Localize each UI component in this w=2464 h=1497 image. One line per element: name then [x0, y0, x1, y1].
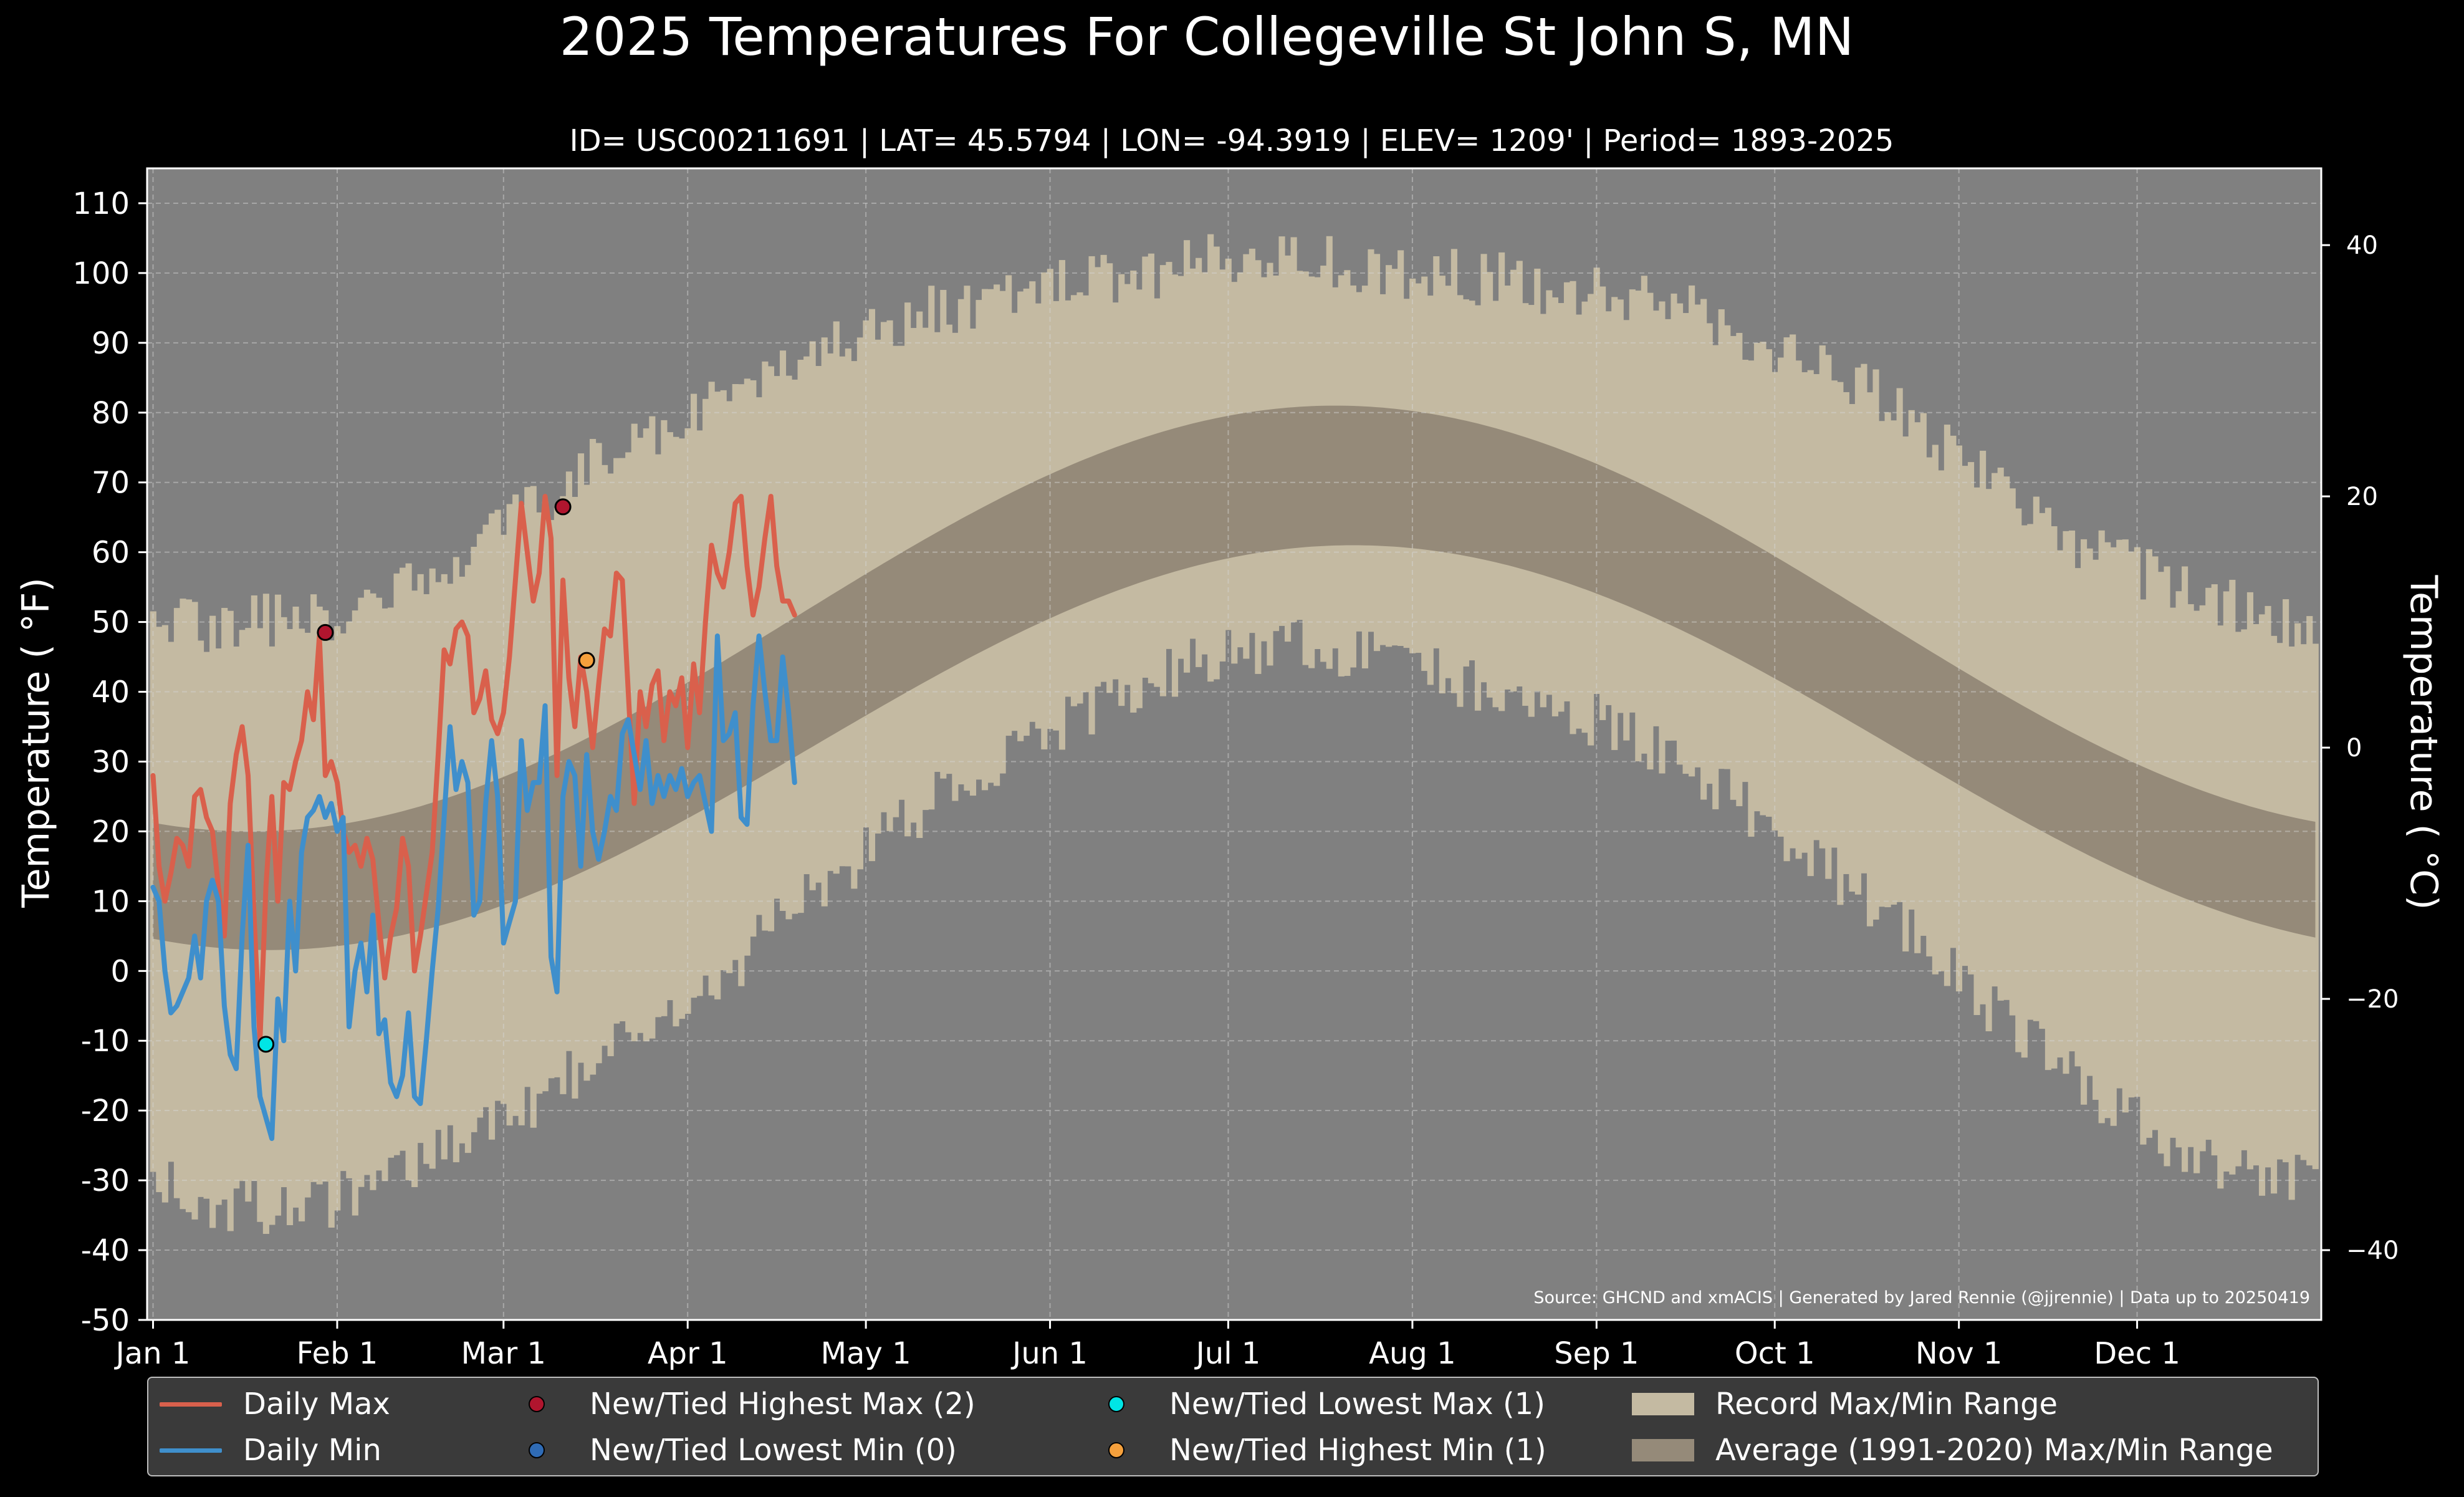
legend-label: New/Tied Highest Max (2)	[590, 1387, 976, 1422]
record-marker-point	[317, 623, 334, 641]
legend-item: Average (1991-2020) Max/Min Range	[1632, 1432, 2273, 1469]
x-tick-label: Oct 1	[1735, 1336, 1815, 1371]
y-tick-label: 20	[92, 814, 130, 849]
legend-label: New/Tied Lowest Min (0)	[590, 1433, 957, 1468]
legend-item: New/Tied Lowest Min (0)	[504, 1432, 957, 1469]
legend-item: New/Tied Highest Min (1)	[1083, 1432, 1546, 1469]
x-tick-label: Aug 1	[1369, 1336, 1456, 1371]
x-tick-label: Apr 1	[648, 1336, 728, 1371]
y-tick-label: -20	[81, 1094, 130, 1129]
y-tick-label: 10	[92, 884, 130, 919]
x-tick-label: Jan 1	[114, 1336, 191, 1371]
x-tick-labels: Jan 1 Feb 1 Mar 1 Apr 1 May 1 Jun 1 Jul 1 Aug 1…	[114, 1320, 2180, 1371]
record-marker-point	[578, 652, 595, 669]
y-tick-label: -10	[81, 1024, 130, 1059]
plot-frame	[146, 167, 2323, 1321]
y-tick-label: 70	[92, 466, 130, 501]
legend-item: New/Tied Highest Max (2)	[504, 1385, 976, 1423]
chart-legend: Daily Max Daily Min New/Tied Highest Max (…	[147, 1377, 2319, 1476]
chart-subtitle: ID= USC00211691 | LAT= 45.5794 | LON= -9…	[570, 123, 1894, 158]
legend-label: New/Tied Lowest Max (1)	[1169, 1387, 1545, 1422]
y2-tick-label: 40	[2346, 231, 2378, 260]
legend-key-dot	[1108, 1396, 1124, 1412]
legend-item: Record Max/Min Range	[1632, 1385, 2058, 1423]
y-tick-label: 30	[92, 744, 130, 779]
y-tick-label: 0	[110, 954, 130, 989]
grid-lines	[147, 168, 2321, 1321]
record-range-bar	[2312, 643, 2319, 1170]
x-tick-label: Nov 1	[1915, 1336, 2002, 1371]
legend-item: New/Tied Lowest Max (1)	[1083, 1385, 1545, 1423]
y-axis-label-right: Temperature ( °C)	[2402, 575, 2445, 910]
x-tick-label: Dec 1	[2094, 1336, 2180, 1371]
y-tick-label: 80	[92, 396, 130, 431]
legend-label: Record Max/Min Range	[1715, 1387, 2058, 1422]
y-tick-labels: -50 -40 -30 -20 -10 0 10 20 30 40 50 60 70 80 90 100 110	[72, 186, 147, 1338]
y-tick-label: 40	[92, 675, 130, 710]
legend-item: Daily Min	[160, 1432, 381, 1469]
y2-tick-label: 20	[2346, 483, 2378, 511]
legend-key-dot	[529, 1442, 545, 1458]
y-tick-label: 60	[92, 536, 130, 570]
legend-label: Daily Min	[243, 1433, 381, 1468]
y-tick-label: 50	[92, 605, 130, 640]
x-tick-label: Mar 1	[461, 1336, 546, 1371]
y-axis-label-left: Temperature ( °F)	[14, 577, 58, 908]
record-marker-point	[257, 1036, 275, 1053]
x-tick-label: Jun 1	[1010, 1336, 1088, 1371]
chart-title: 2025 Temperatures For Collegeville St Jo…	[560, 6, 1854, 67]
legend-key-patch	[1632, 1439, 1694, 1461]
legend-label: New/Tied Highest Min (1)	[1169, 1433, 1546, 1468]
record-marker-point	[554, 498, 572, 516]
y-tick-label: -50	[81, 1303, 130, 1338]
x-tick-label: Sep 1	[1554, 1336, 1639, 1371]
legend-label: Daily Max	[243, 1387, 390, 1422]
y-tick-label: -30	[81, 1163, 130, 1198]
x-tick-label: May 1	[821, 1336, 911, 1371]
y-tick-label: 110	[72, 186, 130, 221]
y-tick-label: 100	[72, 256, 130, 291]
y2-tick-label: 0	[2346, 734, 2362, 763]
legend-key-line	[160, 1402, 222, 1407]
legend-key-dot	[529, 1396, 545, 1412]
x-tick-label: Jul 1	[1194, 1336, 1261, 1371]
legend-label: Average (1991-2020) Max/Min Range	[1715, 1433, 2273, 1468]
series-line-daily-min	[150, 633, 797, 1141]
y2-tick-label: −40	[2346, 1236, 2399, 1265]
legend-item: Daily Max	[160, 1385, 390, 1423]
average-range-band	[153, 405, 2316, 950]
y-tick-label: -40	[81, 1233, 130, 1268]
legend-key-line	[160, 1448, 222, 1453]
legend-key-patch	[1632, 1393, 1694, 1415]
source-note: Source: GHCND and xmACIS | Generated by …	[1533, 1288, 2310, 1307]
y-tick-label: 90	[92, 326, 130, 361]
x-tick-label: Feb 1	[297, 1336, 378, 1371]
y2-tick-label: −20	[2346, 985, 2399, 1014]
y2-tick-labels: −40 −20 0 20 40	[2321, 231, 2399, 1265]
legend-key-dot	[1108, 1442, 1124, 1458]
